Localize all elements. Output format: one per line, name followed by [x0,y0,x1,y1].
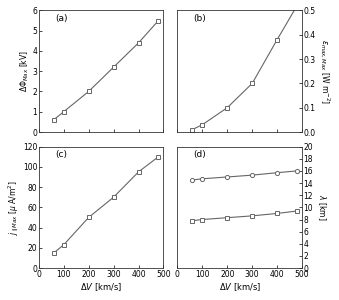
Text: (d): (d) [194,150,206,159]
Text: (a): (a) [55,14,67,23]
Y-axis label: $\varepsilon_{max,Max}$ [W m$^{-2}$]: $\varepsilon_{max,Max}$ [W m$^{-2}$] [318,39,332,104]
X-axis label: $\Delta V$ [km/s]: $\Delta V$ [km/s] [80,281,122,293]
X-axis label: $\Delta V$ [km/s]: $\Delta V$ [km/s] [219,281,261,293]
Y-axis label: $\Delta\Phi_{Max}$ [kV]: $\Delta\Phi_{Max}$ [kV] [19,50,31,92]
Text: (b): (b) [194,14,206,23]
Y-axis label: $j_{\parallel Max}$ [$\mu$ A/m$^{2}$]: $j_{\parallel Max}$ [$\mu$ A/m$^{2}$] [7,180,21,235]
Y-axis label: $\lambda$ [km]: $\lambda$ [km] [316,194,327,220]
Text: (c): (c) [55,150,67,159]
